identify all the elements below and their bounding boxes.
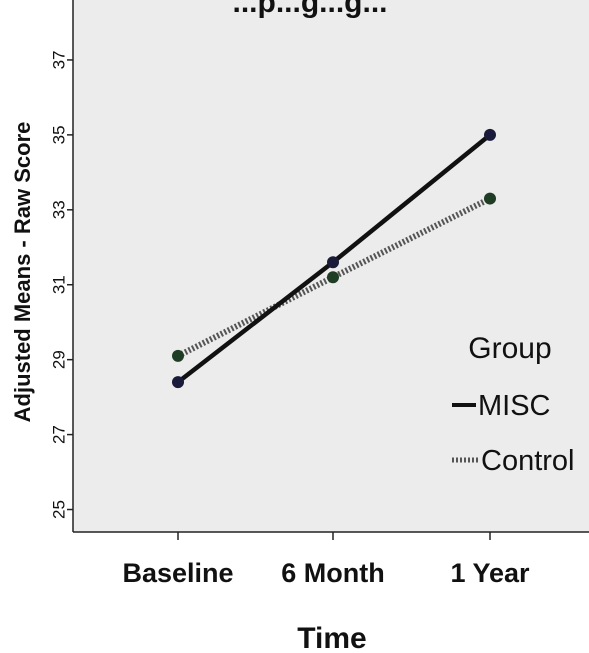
legend-label-control: Control [481, 445, 575, 477]
x-tick-label: 6 Month [281, 558, 384, 588]
series-layer [172, 128, 496, 389]
x-axis-title: Time [297, 622, 366, 653]
y-tick-label: 37 [50, 50, 69, 69]
data-point-misc [172, 376, 184, 389]
y-tick-label: 27 [50, 425, 69, 444]
x-tick-label: 1 Year [450, 558, 530, 588]
y-axis-ticks: 25 27 29 31 33 35 37 [50, 50, 73, 519]
legend-title: Group [468, 332, 551, 365]
data-point-control [484, 192, 496, 205]
x-axis-ticks: Baseline 6 Month 1 Year [122, 532, 530, 588]
y-axis-title: Adjusted Means - Raw Score [10, 122, 35, 423]
data-point-control [172, 349, 184, 362]
data-point-misc [484, 128, 496, 141]
y-tick-label: 25 [50, 500, 69, 519]
legend: Group MISC Control [452, 332, 575, 477]
x-tick-label: Baseline [122, 558, 233, 588]
data-point-control [327, 271, 339, 284]
y-tick-label: 33 [50, 200, 69, 219]
legend-label-misc: MISC [478, 390, 551, 422]
y-tick-label: 29 [50, 350, 69, 369]
chart-title: ...p...g...g... [233, 0, 388, 19]
data-point-misc [327, 256, 339, 269]
y-tick-label: 35 [50, 125, 69, 144]
y-tick-label: 31 [50, 275, 69, 294]
